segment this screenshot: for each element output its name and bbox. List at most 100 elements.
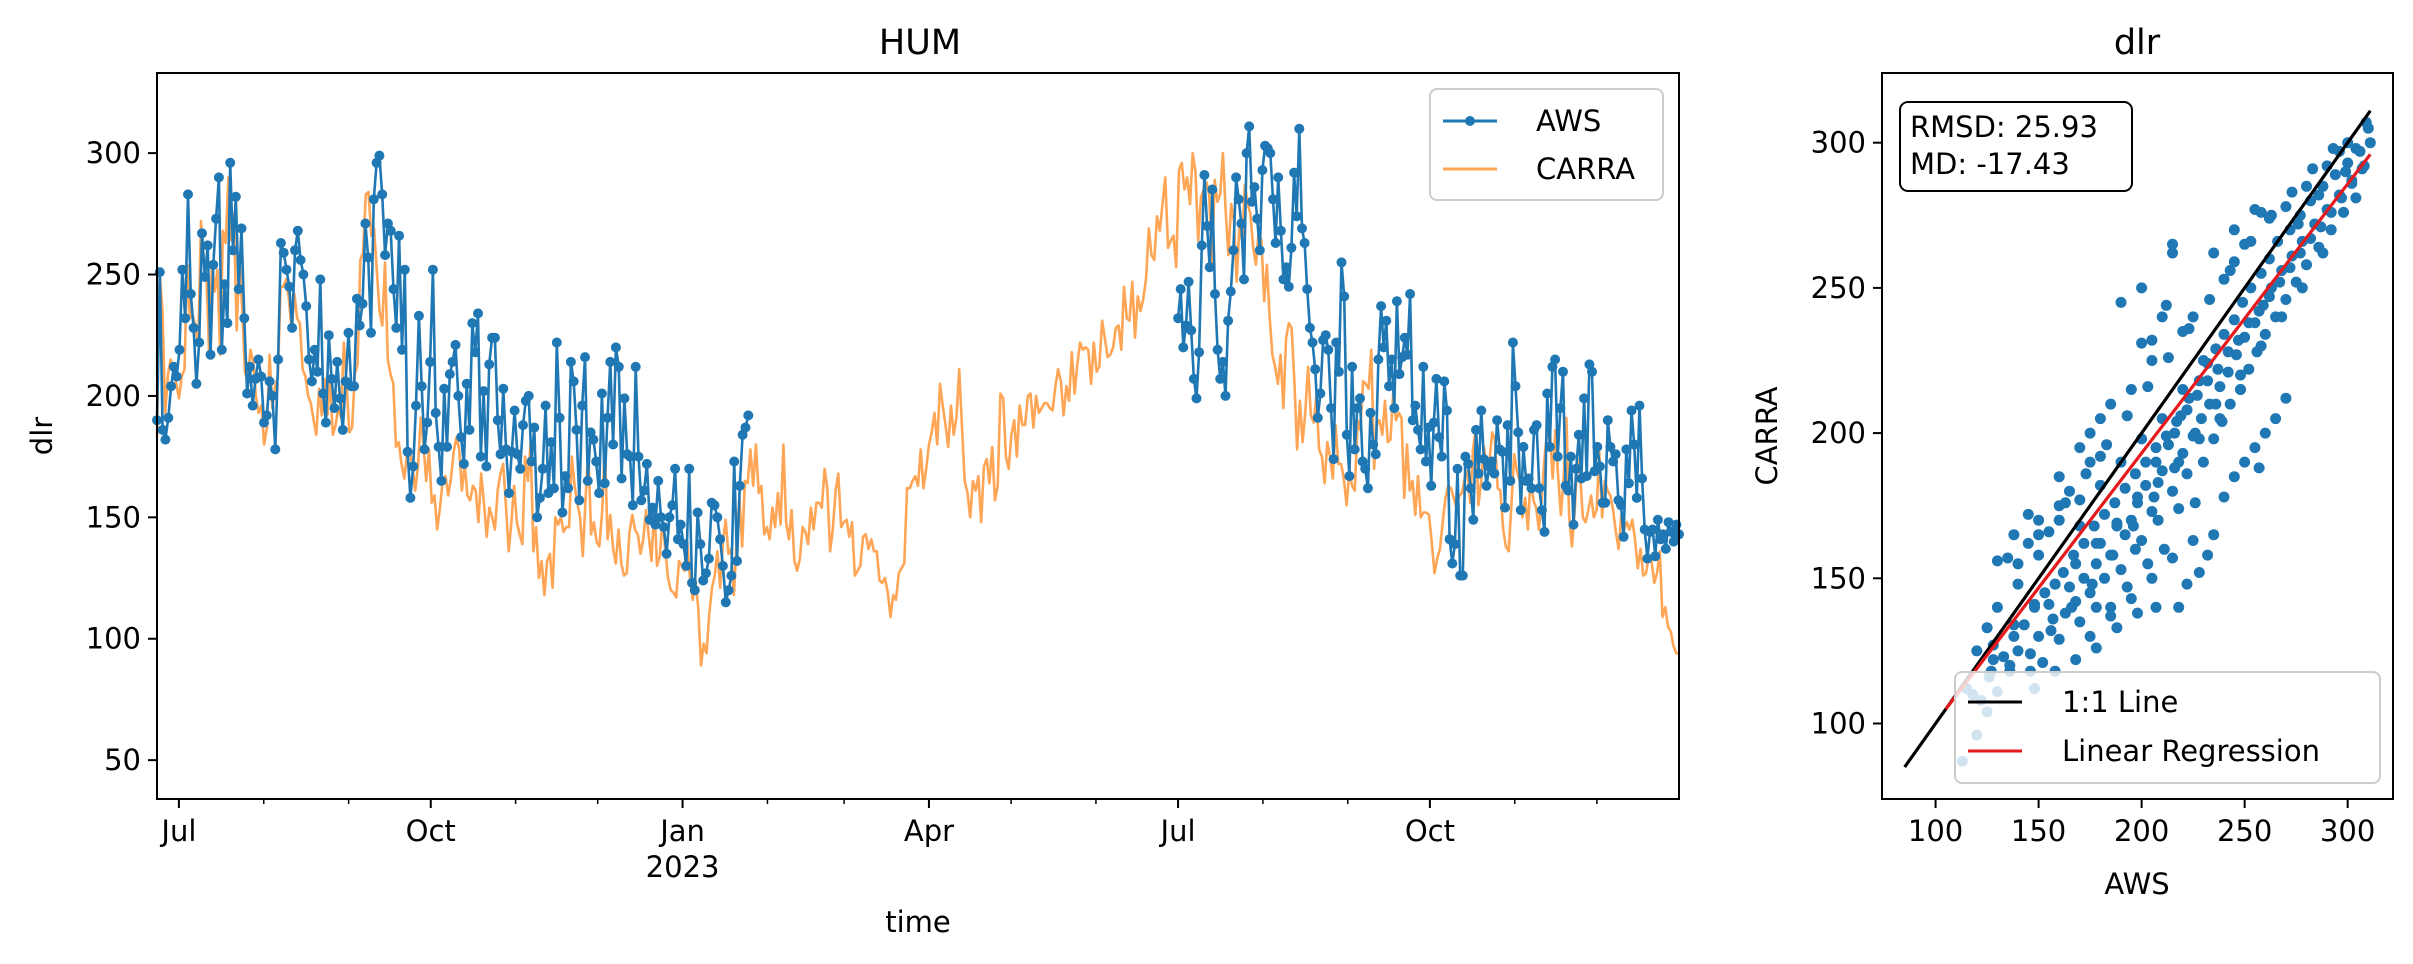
aws-point	[1486, 456, 1497, 467]
aws-point	[1199, 170, 1210, 180]
aws-point	[1531, 420, 1542, 431]
scatter-point	[2265, 209, 2277, 221]
scatter-point	[2167, 485, 2178, 497]
scatter-point	[2253, 462, 2265, 474]
aws-point	[160, 434, 171, 445]
aws-point	[512, 449, 523, 460]
scatter-point	[2049, 578, 2061, 590]
aws-point	[1370, 449, 1381, 460]
scatter-point	[2012, 645, 2024, 657]
aws-point	[1616, 500, 1626, 511]
aws-point	[242, 388, 253, 399]
aws-point	[366, 327, 376, 338]
aws-point	[1365, 407, 1376, 418]
scatter-point	[2066, 601, 2078, 613]
scatter-point	[2162, 352, 2174, 364]
legend-one-to-one-label: 1:1 Line	[2062, 685, 2178, 719]
aws-point	[368, 194, 379, 205]
aws-point	[1188, 373, 1199, 384]
aws-point	[163, 412, 174, 423]
aws-point	[1299, 238, 1310, 248]
aws-point	[1642, 553, 1653, 564]
aws-point	[504, 488, 514, 499]
scatter-x-tick-label: 200	[2114, 814, 2169, 848]
aws-point	[1294, 123, 1305, 134]
aws-point	[168, 361, 179, 372]
scatter-point	[2078, 572, 2090, 584]
aws-point	[408, 461, 419, 472]
scatter-point	[2078, 537, 2090, 549]
scatter-point	[2047, 613, 2059, 625]
aws-point	[1254, 245, 1265, 256]
aws-point	[309, 344, 320, 355]
scatter-point	[2119, 482, 2131, 494]
scatter-point	[2094, 450, 2106, 462]
scatter-point	[2218, 328, 2230, 340]
scatter-point	[2171, 416, 2183, 427]
aws-point	[225, 157, 236, 168]
scatter-legend: 1:1 Line Linear Regression	[1954, 671, 2381, 784]
scatter-point	[2152, 514, 2164, 526]
scatter-point	[2142, 381, 2154, 393]
aws-point	[1376, 301, 1387, 312]
scatter-point	[2080, 468, 2092, 480]
scatter-point	[2228, 224, 2240, 236]
aws-point	[1191, 393, 1202, 404]
aws-point	[1505, 475, 1516, 486]
scatter-point	[2167, 552, 2178, 564]
scatter-point	[2084, 456, 2096, 468]
aws-point	[323, 330, 334, 341]
scatter-point	[2129, 543, 2141, 555]
scatter-point	[2090, 558, 2102, 570]
scatter-point	[2173, 503, 2185, 515]
aws-point	[1331, 337, 1342, 348]
aws-point	[1194, 347, 1205, 358]
scatter-point	[2115, 564, 2127, 576]
aws-point	[1389, 403, 1400, 414]
aws-point	[734, 480, 745, 491]
scatter-point	[2127, 520, 2139, 532]
aws-point	[177, 264, 188, 275]
scatter-point	[2235, 369, 2246, 381]
aws-point	[270, 444, 281, 455]
aws-point	[430, 407, 441, 418]
aws-point	[1571, 463, 1582, 474]
aws-point	[574, 495, 585, 506]
aws-point	[701, 568, 711, 579]
aws-point	[1465, 483, 1476, 494]
aws-point	[1536, 505, 1547, 516]
aws-point	[1283, 281, 1294, 292]
aws-point	[664, 512, 675, 523]
aws-point	[1629, 439, 1640, 450]
x-tick-label: Oct	[406, 814, 456, 848]
scatter-plot-area	[1903, 109, 2376, 768]
scatter-point	[2210, 398, 2222, 410]
scatter-point	[2150, 601, 2162, 613]
aws-point	[425, 356, 436, 367]
aws-point	[326, 373, 337, 384]
scatter-point	[2150, 456, 2162, 468]
scatter-point	[2064, 581, 2075, 593]
aws-point	[1333, 366, 1344, 377]
scatter-point	[2255, 340, 2267, 352]
aws-point	[1550, 354, 1561, 365]
aws-point	[253, 354, 264, 365]
aws-point	[1304, 322, 1315, 333]
aws-point	[456, 432, 467, 443]
scatter-point	[2018, 619, 2030, 631]
scatter-point	[2364, 137, 2376, 149]
y-axis: 50 100 150 200 250 300	[86, 136, 157, 777]
aws-point	[568, 376, 579, 387]
scatter-x-tick-label: 100	[1908, 814, 1963, 848]
scatter-point	[2208, 247, 2220, 259]
scatter-point	[2307, 163, 2319, 175]
aws-point	[681, 560, 692, 571]
aws-point	[295, 255, 306, 265]
scatter-point	[2074, 494, 2086, 506]
scatter-point	[2338, 206, 2349, 218]
aws-point	[1581, 471, 1592, 482]
scatter-point	[2249, 442, 2261, 454]
scatter-point	[2187, 311, 2199, 323]
scatter-point	[2160, 430, 2172, 442]
scatter-point	[2183, 323, 2195, 335]
